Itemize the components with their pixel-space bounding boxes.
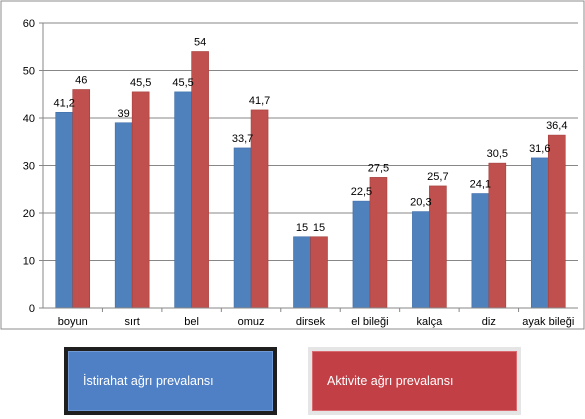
bar-activity: [429, 185, 447, 309]
y-tick-label: 50: [23, 66, 35, 78]
bar-activity: [72, 89, 91, 309]
bar-activity: [488, 162, 507, 309]
x-tick-label: diz: [482, 316, 496, 328]
x-axis: boyun sırt bel omuz dirsek el bileği kalça diz a…: [43, 307, 578, 328]
y-axis: 0 10 20 30 40 50 60: [23, 18, 44, 315]
bar-activity: [191, 51, 209, 309]
data-label-activity: 30,5: [487, 148, 508, 160]
data-label-activity: 46: [75, 75, 87, 87]
data-label-activity: 27,5: [368, 162, 389, 174]
bar-chart: 0 10 20 30 40 50 60 41,246 39 45,5 45,5 54 33,7 41,7…: [0, 0, 585, 330]
bar-rest: [293, 236, 311, 309]
y-tick-label: 10: [23, 256, 35, 268]
x-tick-label: kalça: [417, 316, 444, 328]
bar-rest: [174, 91, 192, 309]
data-label-activity: 15: [313, 222, 325, 234]
bar-rest: [114, 122, 133, 309]
y-tick-label: 30: [23, 161, 35, 173]
bar-rest: [530, 157, 549, 309]
data-label-rest: 20,3: [410, 197, 431, 209]
data-label-activity: 36,4: [546, 120, 567, 132]
data-label-rest: 45,5: [172, 77, 193, 89]
y-tick-label: 60: [23, 18, 35, 30]
y-tick-label: 20: [23, 208, 35, 220]
x-tick-label: ayak bileği: [522, 316, 574, 328]
bar-activity: [310, 236, 328, 309]
x-tick-label: boyun: [58, 316, 88, 328]
bar-rest: [352, 200, 371, 309]
data-labels: 41,246 39 45,5 45,5 54 33,7 41,7 15 15 22,5 27,5 20…: [54, 37, 568, 234]
y-tick-label: 40: [23, 113, 35, 125]
y-tick-label: 0: [29, 303, 35, 315]
legend-activity-label: Aktivite ağrı prevalansı: [327, 374, 454, 388]
bars: [55, 51, 566, 309]
x-tick-label: omuz: [238, 316, 265, 328]
data-label-rest: 39: [118, 108, 130, 120]
x-tick-label: dirsek: [296, 316, 326, 328]
data-label-rest: 22,5: [351, 186, 372, 198]
bar-rest: [471, 193, 490, 309]
x-tick-label: el bileği: [351, 316, 388, 328]
x-tick-label: sırt: [125, 316, 140, 328]
bar-rest: [412, 211, 430, 309]
data-label-activity: 25,7: [427, 171, 448, 183]
legend-rest-label: İstirahat ağrı prevalansı: [83, 374, 214, 388]
data-label-activity: 54: [194, 37, 206, 49]
data-label-rest: 33,7: [232, 133, 253, 145]
data-label-rest: 41,2: [54, 97, 75, 109]
bar-rest: [55, 112, 74, 309]
bar-activity: [547, 134, 566, 309]
data-label-activity: 45,5: [130, 77, 151, 89]
data-label-activity: 41,7: [249, 95, 270, 107]
x-tick-label: bel: [184, 316, 199, 328]
bar-activity: [131, 91, 150, 309]
legend-rest-pain: İstirahat ağrı prevalansı: [64, 347, 277, 415]
bar-activity: [369, 177, 388, 309]
bar-rest: [233, 147, 252, 309]
legend-activity-pain: Aktivite ağrı prevalansı: [308, 347, 521, 415]
bar-activity: [250, 109, 269, 309]
data-label-rest: 15: [296, 222, 308, 234]
data-label-rest: 24,1: [470, 179, 491, 191]
data-label-rest: 31,6: [529, 143, 550, 155]
